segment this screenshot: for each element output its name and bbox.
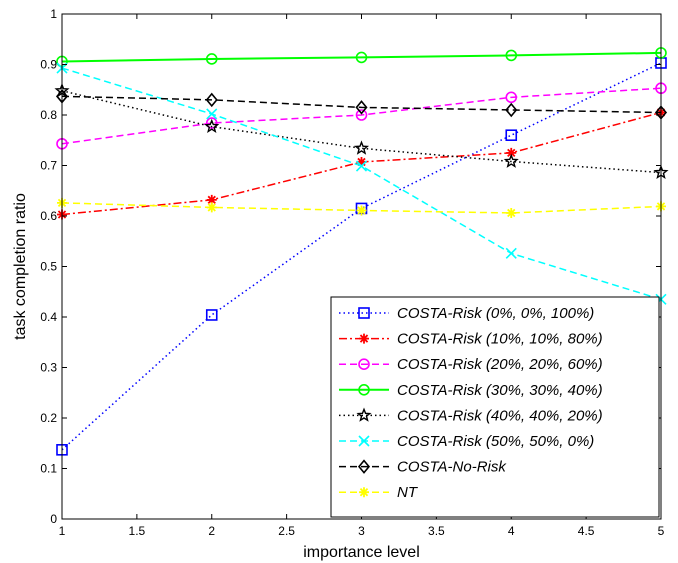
y-tick-label: 0.7 (40, 159, 57, 173)
y-tick-label: 0.1 (40, 462, 57, 476)
x-tick-label: 1 (59, 524, 66, 538)
data-point (356, 156, 367, 167)
data-point (205, 117, 218, 129)
x-tick-label: 3.5 (428, 524, 445, 538)
data-point (506, 207, 517, 218)
y-tick-label: 1 (50, 7, 57, 21)
legend-swatch-marker (358, 383, 370, 396)
y-tick-label: 0 (50, 512, 57, 526)
legend-label: NT (397, 484, 419, 501)
data-point (206, 108, 218, 120)
y-tick-label: 0.9 (40, 58, 57, 72)
y-tick-label: 0.6 (40, 209, 57, 223)
data-point (356, 205, 367, 216)
legend-label: COSTA-No-Risk (397, 459, 507, 476)
data-point (505, 129, 518, 141)
legend-entry: COSTA-No-Risk (339, 459, 507, 476)
legend-swatch-marker (356, 407, 372, 422)
legend-label: COSTA-Risk (50%, 50%, 0%) (397, 433, 594, 450)
legend-swatch-marker (357, 459, 371, 474)
legend-label: COSTA-Risk (40%, 40%, 20%) (397, 407, 603, 424)
y-axis-label: task completion ratio (12, 193, 29, 340)
legend-entry: COSTA-Risk (30%, 30%, 40%) (339, 382, 603, 399)
legend: COSTA-Risk (0%, 0%, 100%) COSTA-Risk (10%… (330, 296, 660, 518)
data-point (205, 309, 218, 321)
legend-label: COSTA-Risk (20%, 20%, 60%) (397, 356, 603, 373)
data-point (505, 91, 518, 104)
legend-swatch-marker (359, 333, 369, 344)
legend-swatch-marker (359, 487, 369, 498)
series-line (61, 51, 662, 63)
legend-label: COSTA-Risk (30%, 30%, 40%) (397, 382, 603, 399)
x-tick-label: 2.5 (278, 524, 295, 538)
plot-area (54, 47, 669, 456)
data-point (204, 118, 220, 134)
data-point (355, 109, 368, 121)
legend-entry: NT (339, 484, 419, 501)
legend-entry: COSTA-Risk (10%, 10%, 80%) (339, 331, 603, 348)
x-tick-label: 3 (358, 524, 365, 538)
legend-box (330, 296, 660, 518)
series-line (61, 95, 662, 114)
axes: 1 1.5 2 2.5 3 3.5 4 4.5 5 0 0.1 0.2 0.3 0.4 0.5 0.6 0.7 0… (40, 7, 664, 538)
x-tick-label: 5 (658, 524, 665, 538)
data-point (355, 160, 368, 172)
legend-entry: COSTA-Risk (20%, 20%, 60%) (339, 356, 603, 373)
legend-label: COSTA-Risk (0%, 0%, 100%) (397, 305, 594, 322)
data-point (355, 51, 368, 64)
legend-swatch-marker (358, 307, 370, 319)
data-point (205, 92, 218, 108)
data-point (505, 247, 517, 259)
x-tick-label: 2 (208, 524, 215, 538)
y-tick-label: 0.8 (40, 108, 57, 122)
x-tick-label: 4.5 (578, 524, 595, 538)
data-point (355, 100, 368, 115)
x-axis-label: importance level (303, 544, 420, 561)
legend-swatch-marker (358, 358, 370, 371)
data-point (206, 194, 217, 205)
legend-entry: COSTA-Risk (50%, 50%, 0%) (339, 433, 594, 450)
data-point (505, 49, 518, 62)
legend-entry: COSTA-Risk (0%, 0%, 100%) (339, 305, 594, 322)
data-point (505, 102, 518, 118)
y-tick-label: 0.4 (40, 310, 57, 324)
legend-entry: COSTA-Risk (40%, 40%, 20%) (339, 407, 603, 424)
x-tick-label: 1.5 (129, 524, 146, 538)
y-tick-label: 0.5 (40, 260, 57, 274)
data-point (205, 53, 218, 65)
data-point (353, 140, 370, 155)
y-tick-label: 0.3 (40, 361, 57, 375)
data-point (506, 147, 517, 158)
legend-label: COSTA-Risk (10%, 10%, 80%) (397, 331, 603, 348)
y-tick-label: 0.2 (40, 411, 57, 425)
x-tick-label: 4 (508, 524, 515, 538)
legend-swatch-marker (358, 435, 370, 447)
data-point (206, 202, 217, 213)
data-point (503, 153, 519, 168)
series-line (61, 87, 662, 145)
